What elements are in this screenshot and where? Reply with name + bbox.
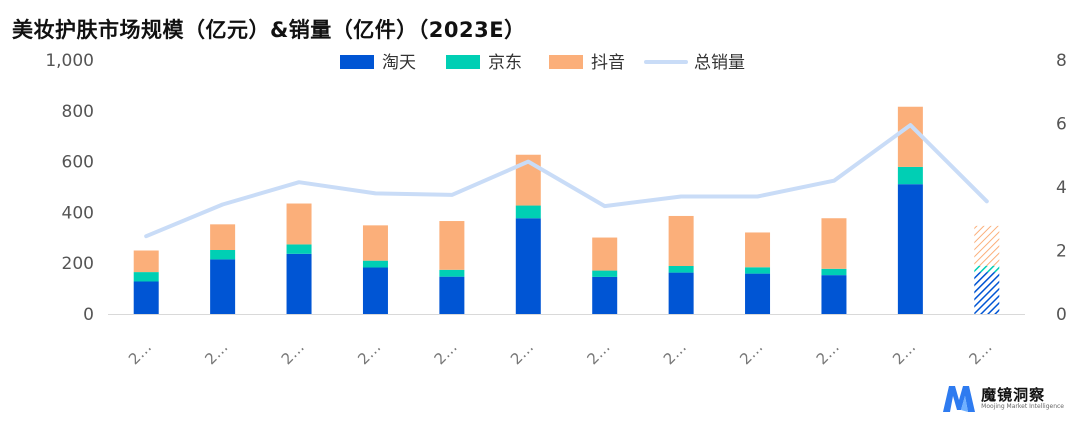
bar-segment-京东 [439, 269, 465, 277]
legend-label: 总销量 [694, 53, 745, 73]
bar-segment-淘天 [210, 259, 236, 314]
legend-label: 抖音 [591, 53, 625, 73]
bar-segment-京东 [745, 267, 771, 274]
bar-series [133, 106, 1000, 314]
bar-segment-京东 [821, 268, 847, 276]
bar-segment-淘天 [439, 276, 465, 314]
brand-m-icon [943, 386, 976, 412]
x-axis-tick-label: 2… [125, 338, 155, 368]
legend-swatch [549, 55, 583, 69]
x-axis-tick-label: 2… [660, 338, 690, 368]
bar-segment-京东 [897, 166, 923, 185]
x-axis-tick-label: 2… [966, 338, 996, 368]
bar-segment-淘天 [286, 253, 312, 314]
x-axis: 2… 2… 2… 2… 2… 2… 2… 2… 2… 2… 2… 2… [125, 338, 996, 368]
bar-segment-抖音 [133, 250, 159, 273]
bar-segment-淘天 [745, 273, 771, 314]
bar-segment-淘天 [133, 281, 159, 314]
bar-segment-抖音 [210, 224, 236, 250]
right-axis-tick-label: 8 [1056, 51, 1067, 71]
bar-segment-淘天 [515, 218, 541, 314]
bar-segment-京东 [286, 244, 312, 254]
bar-segment-抖音 [821, 218, 847, 269]
left-axis-tick-label: 600 [62, 153, 94, 173]
right-axis-tick-label: 6 [1056, 115, 1067, 135]
bar-segment-抖音 [286, 203, 312, 245]
bar-segment-淘天 [897, 184, 923, 314]
bar-segment-抖音 [745, 232, 771, 268]
bar-segment-抖音 [592, 237, 618, 271]
bar-segment-抖音 [897, 106, 923, 167]
legend-label: 京东 [488, 53, 522, 73]
x-axis-tick-label: 2… [736, 338, 766, 368]
bar-segment-淘天 [592, 276, 618, 314]
bar-segment-淘天 [974, 272, 1000, 314]
bar-segment-淘天 [362, 267, 388, 314]
bar-segment-京东 [515, 205, 541, 219]
right-axis-tick-label: 0 [1056, 305, 1067, 325]
x-axis-tick-label: 2… [278, 338, 308, 368]
x-axis-tick-label: 2… [354, 338, 384, 368]
brand-name: 魔镜洞察 [981, 386, 1046, 404]
x-axis-tick-label: 2… [583, 338, 613, 368]
x-axis-tick-label: 2… [201, 338, 231, 368]
bar-segment-抖音 [668, 215, 694, 266]
chart-title: 美妆护肤市场规模（亿元）&销量（亿件）（2023E） [12, 18, 526, 42]
right-axis-tick-label: 4 [1056, 178, 1067, 198]
legend-swatch [340, 55, 374, 69]
bar-segment-京东 [974, 265, 1000, 273]
bar-segment-淘天 [668, 272, 694, 314]
x-axis-tick-label: 2… [507, 338, 537, 368]
bar-segment-抖音 [439, 221, 465, 270]
total-sales-line [144, 123, 989, 239]
left-axis-tick-label: 800 [62, 102, 94, 122]
x-axis-tick-label: 2… [889, 338, 919, 368]
right-axis: 0 2 4 6 8 [1056, 51, 1067, 325]
bar-segment-淘天 [821, 275, 847, 314]
right-axis-tick-label: 2 [1056, 242, 1067, 262]
brand-tagline: Moojing Market Intelligence [981, 403, 1064, 410]
left-axis-tick-label: 400 [62, 203, 94, 223]
x-axis-tick-label: 2… [431, 338, 461, 368]
total-sales-line-path [144, 123, 989, 239]
bar-segment-抖音 [362, 225, 388, 261]
bar-segment-抖音 [974, 225, 1000, 266]
bar-segment-京东 [592, 270, 618, 277]
left-axis: 0 200 400 600 800 1,000 [45, 51, 94, 325]
bar-segment-京东 [362, 260, 388, 268]
left-axis-tick-label: 0 [83, 305, 94, 325]
bar-segment-京东 [210, 249, 236, 260]
legend-label: 淘天 [382, 53, 416, 73]
left-axis-tick-label: 200 [62, 254, 94, 274]
x-axis-tick-label: 2… [813, 338, 843, 368]
brand-logo: 魔镜洞察 Moojing Market Intelligence [941, 384, 1064, 414]
legend: 淘天 京东 抖音 总销量 [340, 53, 745, 73]
bar-segment-京东 [668, 265, 694, 273]
left-axis-tick-label: 1,000 [45, 51, 94, 71]
bar-segment-京东 [133, 272, 159, 282]
legend-swatch [446, 55, 480, 69]
